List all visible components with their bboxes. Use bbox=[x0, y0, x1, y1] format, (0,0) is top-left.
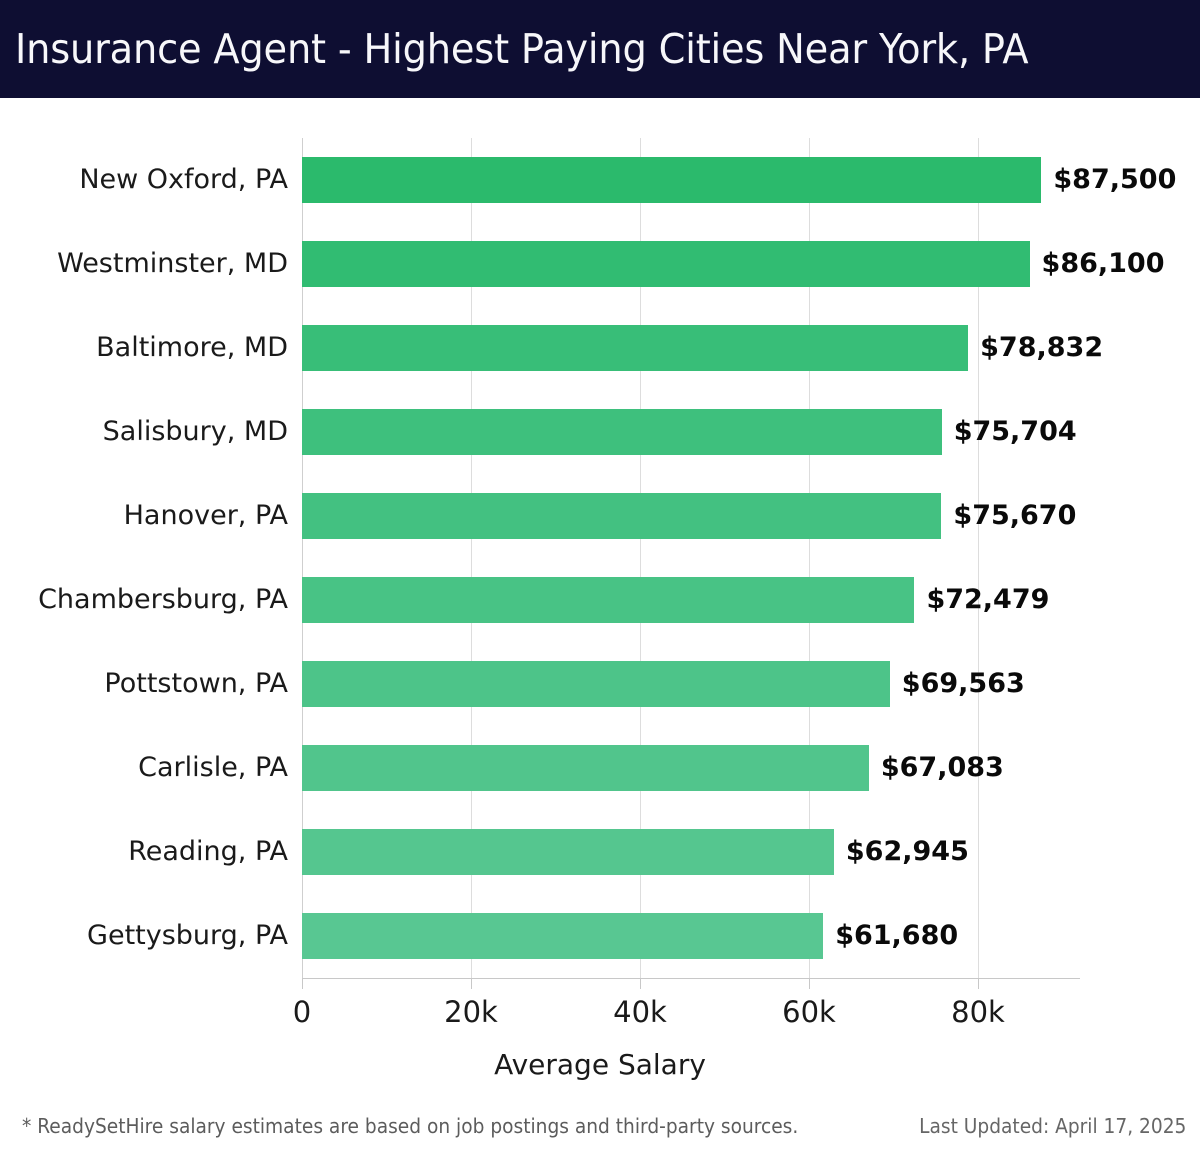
x-axis-title: Average Salary bbox=[494, 1048, 706, 1081]
category-label: Salisbury, MD bbox=[102, 416, 288, 447]
x-tick-label: 80k bbox=[951, 995, 1005, 1029]
bar[interactable] bbox=[302, 829, 834, 875]
category-label: Hanover, PA bbox=[123, 500, 288, 531]
category-label: Westminster, MD bbox=[57, 248, 288, 279]
x-tick-mark bbox=[640, 978, 641, 989]
x-tick-label: 40k bbox=[613, 995, 667, 1029]
bar-row: Chambersburg, PA $72,479 bbox=[38, 558, 1080, 642]
bar-value-label: $61,680 bbox=[835, 920, 959, 951]
chart-footer: * ReadySetHire salary estimates are base… bbox=[0, 1104, 1200, 1158]
x-tick-label: 0 bbox=[292, 995, 312, 1029]
x-tick-mark bbox=[471, 978, 472, 989]
category-label: New Oxford, PA bbox=[79, 164, 288, 195]
chart-header-bar: Insurance Agent - Highest Paying Cities … bbox=[0, 0, 1200, 98]
bar[interactable] bbox=[302, 913, 824, 959]
bar-row: Carlisle, PA $67,083 bbox=[138, 726, 1080, 810]
bar[interactable] bbox=[302, 241, 1030, 287]
x-tick-label: 60k bbox=[782, 995, 836, 1029]
bar[interactable] bbox=[302, 157, 1042, 203]
bar-value-label: $72,479 bbox=[926, 584, 1050, 615]
bar-row: Westminster, MD $86,100 bbox=[57, 222, 1165, 306]
bar-value-label: $87,500 bbox=[1053, 164, 1177, 195]
category-label: Gettysburg, PA bbox=[87, 920, 288, 951]
footer-last-updated: Last Updated: April 17, 2025 bbox=[918, 1114, 1186, 1138]
category-label: Carlisle, PA bbox=[138, 752, 288, 783]
bar[interactable] bbox=[302, 409, 942, 455]
x-tick-mark bbox=[302, 978, 303, 989]
category-label: Pottstown, PA bbox=[104, 668, 288, 699]
x-tick-label: 20k bbox=[444, 995, 498, 1029]
bar-value-label: $78,832 bbox=[980, 332, 1104, 363]
bar[interactable] bbox=[302, 325, 969, 371]
category-label: Reading, PA bbox=[128, 836, 288, 867]
bar-row: Reading, PA $62,945 bbox=[128, 810, 1080, 894]
bar-row: Pottstown, PA $69,563 bbox=[104, 642, 1080, 726]
bar-value-label: $86,100 bbox=[1041, 248, 1165, 279]
x-tick-mark bbox=[809, 978, 810, 989]
bar[interactable] bbox=[302, 745, 869, 791]
category-label: Chambersburg, PA bbox=[38, 584, 288, 615]
bar[interactable] bbox=[302, 577, 915, 623]
bar-chart: 0 20k 40k 60k 80k New Oxford, PA $87,500 Westmi… bbox=[0, 98, 1200, 1088]
bar-row: Hanover, PA $75,670 bbox=[124, 474, 1080, 558]
x-gridline bbox=[471, 138, 472, 978]
bar-value-label: $75,704 bbox=[953, 416, 1077, 447]
x-gridline bbox=[302, 138, 303, 978]
bar-row: New Oxford, PA $87,500 bbox=[79, 138, 1176, 222]
footer-disclaimer: * ReadySetHire salary estimates are base… bbox=[22, 1114, 799, 1138]
x-gridline bbox=[809, 138, 810, 978]
bar-value-label: $67,083 bbox=[880, 752, 1004, 783]
bar-row: Gettysburg, PA $61,680 bbox=[87, 894, 1080, 978]
x-gridline bbox=[978, 138, 979, 978]
category-label: Baltimore, MD bbox=[96, 332, 288, 363]
bar[interactable] bbox=[302, 493, 942, 539]
bar-value-label: $69,563 bbox=[901, 668, 1025, 699]
plot-area: 0 20k 40k 60k 80k New Oxford, PA $87,500 Westmi… bbox=[38, 138, 1176, 1029]
bar-value-label: $75,670 bbox=[953, 500, 1077, 531]
x-tick-mark bbox=[978, 978, 979, 989]
x-gridline bbox=[640, 138, 641, 978]
bar-row: Baltimore, MD $78,832 bbox=[96, 306, 1103, 390]
bar-value-label: $62,945 bbox=[845, 836, 969, 867]
page-title: Insurance Agent - Highest Paying Cities … bbox=[14, 25, 1029, 73]
x-axis-line bbox=[302, 978, 1080, 979]
bar-row: Salisbury, MD $75,704 bbox=[103, 390, 1080, 474]
bar[interactable] bbox=[302, 661, 890, 707]
